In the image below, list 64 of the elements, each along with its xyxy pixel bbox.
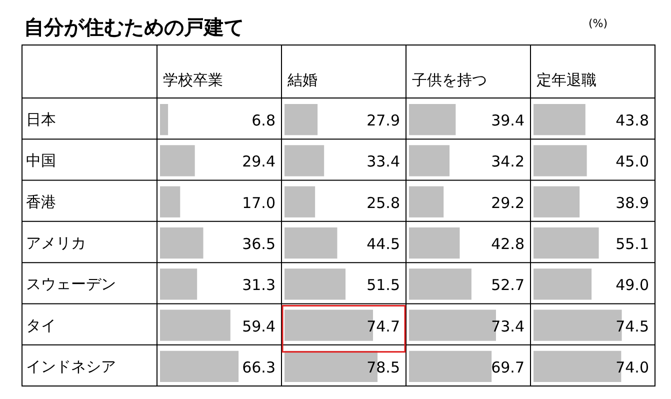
data-label: 25.8 — [366, 194, 400, 212]
data-label: 74.0 — [616, 358, 649, 376]
chart-title: 自分が住むための戸建て — [24, 15, 244, 39]
bar — [284, 227, 338, 259]
y-tick-label: 香港 — [26, 192, 56, 211]
data-label: 29.4 — [242, 152, 276, 171]
data-label: 17.0 — [242, 194, 276, 212]
data-label: 42.8 — [491, 235, 524, 253]
bar — [534, 186, 580, 218]
bar — [534, 145, 587, 176]
data-label: 29.2 — [491, 194, 524, 212]
bar — [409, 186, 444, 218]
data-label: 55.1 — [616, 235, 649, 253]
data-label: 74.5 — [616, 317, 649, 336]
data-label: 52.7 — [491, 276, 524, 294]
data-label: 34.2 — [491, 152, 524, 171]
bar — [534, 227, 599, 259]
data-label: 73.4 — [491, 317, 524, 336]
data-label: 51.5 — [366, 276, 400, 294]
bar — [160, 227, 204, 259]
data-label: 27.9 — [366, 112, 400, 130]
y-tick-label: スウェーデン — [26, 275, 116, 294]
data-label: 45.0 — [616, 152, 649, 171]
chart-subtitle: 学校卒業 — [163, 71, 223, 89]
y-tick-label: インドネシア — [26, 357, 116, 376]
bar — [409, 104, 456, 136]
data-label: 39.4 — [491, 112, 524, 130]
bar — [534, 268, 592, 300]
y-tick-label: 日本 — [26, 110, 56, 129]
data-label: 38.9 — [616, 194, 649, 212]
data-label: 74.7 — [366, 317, 400, 336]
bar — [534, 104, 586, 136]
bar — [409, 268, 472, 300]
chart-subtitle: 結婚 — [286, 71, 318, 89]
data-label: 78.5 — [366, 358, 400, 376]
bar — [160, 104, 168, 136]
y-tick-label: アメリカ — [26, 234, 86, 252]
bar — [160, 350, 239, 382]
y-tick-label: タイ — [26, 316, 56, 334]
bar — [160, 268, 198, 300]
data-label: 44.5 — [366, 235, 400, 253]
bar — [284, 268, 346, 300]
data-label: 66.3 — [242, 358, 276, 376]
bar — [409, 227, 460, 259]
bar — [284, 104, 318, 136]
bar — [409, 145, 450, 176]
chart-subtitle: 子供を持つ — [412, 71, 487, 89]
bar — [160, 310, 230, 341]
text: (%) — [588, 17, 608, 30]
data-label: 6.8 — [252, 112, 276, 130]
data-label: 43.8 — [616, 112, 649, 130]
chart-subtitle: 定年退職 — [536, 71, 596, 89]
y-tick-label: 中国 — [26, 152, 56, 170]
data-label: 69.7 — [491, 358, 524, 376]
bar — [160, 186, 180, 218]
data-label: 36.5 — [242, 235, 276, 253]
data-label: 33.4 — [366, 152, 400, 171]
bar — [284, 186, 316, 218]
bar — [284, 145, 324, 176]
bar — [409, 350, 492, 382]
bar — [160, 145, 195, 176]
data-label: 49.0 — [616, 276, 649, 294]
data-label: 59.4 — [242, 317, 276, 336]
data-label: 31.3 — [242, 276, 276, 294]
